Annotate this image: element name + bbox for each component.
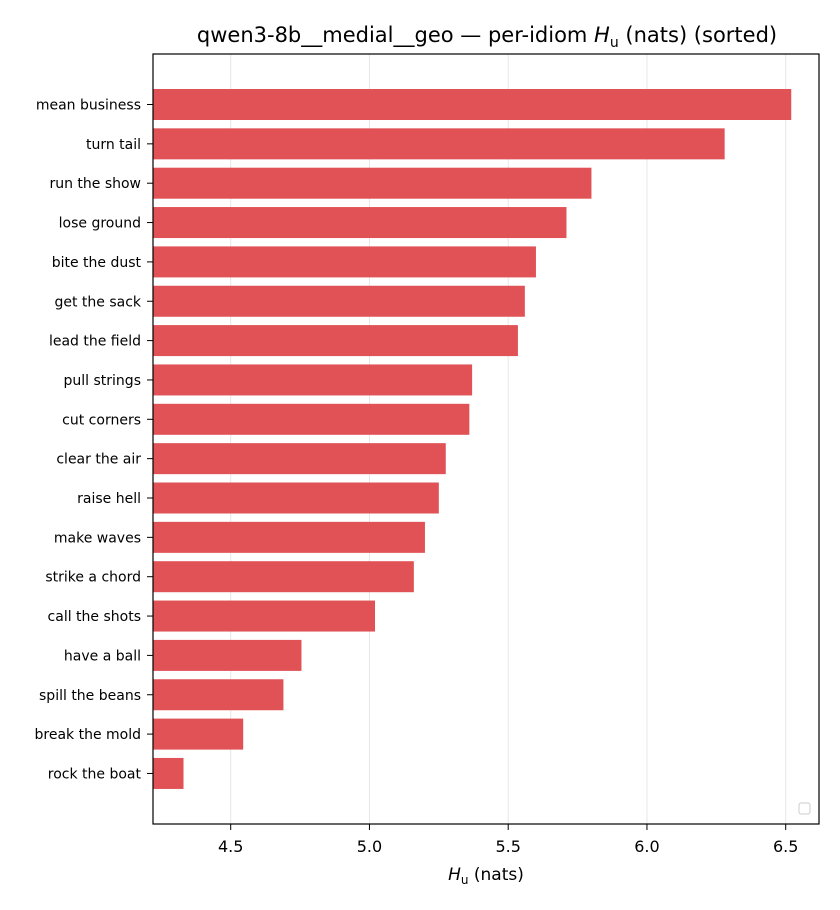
y-tick-label: lose ground bbox=[59, 216, 141, 232]
bar bbox=[153, 718, 244, 750]
y-tick-label: rock the boat bbox=[48, 766, 142, 782]
x-tick-label: 6.0 bbox=[634, 837, 659, 856]
x-tick-label: 4.5 bbox=[218, 837, 243, 856]
legend-box bbox=[798, 802, 811, 815]
bar bbox=[153, 403, 470, 435]
y-tick-label: break the mold bbox=[35, 727, 142, 743]
plot-frame bbox=[152, 53, 820, 825]
y-tick-label: strike a chord bbox=[45, 570, 141, 586]
x-tick-label: 5.0 bbox=[357, 837, 382, 856]
bar bbox=[153, 246, 536, 278]
y-tick-label: lead the field bbox=[49, 334, 141, 350]
bar bbox=[153, 207, 567, 239]
bar bbox=[153, 600, 375, 632]
bar bbox=[153, 639, 302, 671]
y-tick-label: have a ball bbox=[64, 648, 141, 664]
bar bbox=[153, 167, 592, 199]
y-tick-label: run the show bbox=[49, 176, 141, 192]
y-tick-label: make waves bbox=[54, 530, 141, 546]
y-tick-labels: mean business turn tail run the show lose g… bbox=[35, 98, 153, 782]
bar bbox=[153, 285, 525, 317]
y-tick-label: bite the dust bbox=[52, 255, 142, 271]
y-tick-label: turn tail bbox=[86, 137, 141, 153]
bar bbox=[153, 443, 446, 475]
x-tick-label: 6.5 bbox=[773, 837, 798, 856]
y-tick-label: call the shots bbox=[48, 609, 141, 625]
chart-title: qwen3-8b__medial__geo — per-idiom Hu (na… bbox=[197, 23, 777, 51]
bar bbox=[153, 561, 414, 593]
x-tick-label: 5.5 bbox=[495, 837, 520, 856]
bar bbox=[153, 521, 425, 553]
x-tick-labels: 4.5 5.0 5.5 6.0 6.5 bbox=[218, 824, 798, 856]
y-tick-label: cut corners bbox=[62, 412, 141, 428]
x-axis-label: Hu (nats) bbox=[448, 865, 524, 887]
bar bbox=[153, 325, 518, 357]
bars bbox=[153, 89, 792, 789]
bar bbox=[153, 757, 184, 789]
bar bbox=[153, 364, 473, 396]
y-tick-label: get the sack bbox=[54, 294, 141, 310]
y-tick-label: mean business bbox=[36, 98, 141, 114]
bar bbox=[153, 482, 439, 514]
y-tick-label: spill the beans bbox=[39, 688, 141, 704]
bar bbox=[153, 89, 792, 120]
y-tick-label: pull strings bbox=[64, 373, 141, 389]
bar bbox=[153, 128, 725, 160]
y-tick-label: clear the air bbox=[56, 452, 141, 468]
y-tick-label: raise hell bbox=[77, 491, 141, 507]
bar bbox=[153, 679, 284, 711]
